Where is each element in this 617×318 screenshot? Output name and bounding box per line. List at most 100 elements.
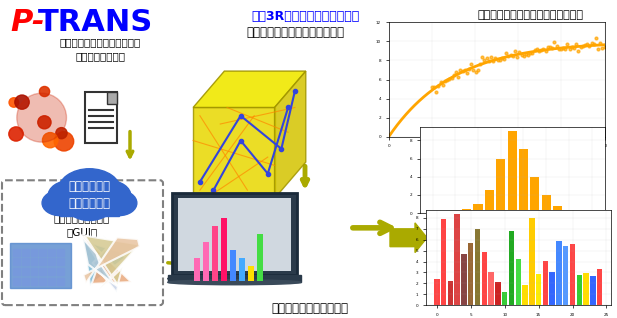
Point: [525, 50, 535, 55]
Point: [528, 50, 537, 55]
Bar: [31, 258, 38, 265]
Bar: [203, 242, 209, 281]
Point: [458, 69, 468, 74]
Bar: [434, 279, 439, 305]
Bar: [85, 92, 117, 143]
Point: [468, 68, 478, 73]
Bar: [468, 243, 473, 305]
FancyBboxPatch shape: [2, 180, 163, 305]
Point: [558, 46, 568, 51]
Bar: [48, 249, 55, 256]
Point: [484, 59, 494, 64]
Point: [543, 45, 553, 50]
Point: [455, 67, 465, 73]
Polygon shape: [193, 71, 306, 107]
Point: [595, 41, 605, 46]
Circle shape: [43, 133, 58, 148]
Polygon shape: [85, 236, 139, 289]
Bar: [57, 258, 64, 265]
Point: [499, 56, 509, 61]
Bar: [428, 212, 437, 213]
Text: 構造デザインツール: 構造デザインツール: [54, 213, 110, 223]
Bar: [563, 246, 568, 305]
Bar: [31, 249, 38, 256]
Bar: [39, 249, 46, 256]
Point: [569, 46, 579, 51]
Bar: [22, 268, 28, 275]
Bar: [570, 244, 575, 305]
Bar: [13, 278, 20, 285]
Bar: [529, 218, 534, 305]
Point: [438, 82, 448, 87]
Point: [431, 89, 441, 94]
Point: [519, 53, 529, 59]
Point: [434, 83, 444, 88]
Point: [560, 46, 570, 52]
Point: [545, 44, 555, 49]
Point: [563, 42, 573, 47]
Point: [449, 73, 458, 78]
Bar: [172, 193, 297, 275]
Point: [554, 46, 564, 51]
Bar: [57, 278, 64, 285]
Bar: [530, 177, 539, 213]
Bar: [509, 231, 514, 305]
Point: [460, 67, 470, 72]
Bar: [13, 249, 20, 256]
Circle shape: [54, 132, 73, 151]
Point: [488, 59, 498, 64]
Circle shape: [42, 190, 78, 216]
Bar: [550, 272, 555, 305]
Point: [576, 45, 586, 50]
Point: [591, 36, 601, 41]
Bar: [31, 268, 38, 275]
Bar: [22, 258, 28, 265]
Polygon shape: [93, 246, 118, 293]
Point: [506, 52, 516, 57]
Bar: [516, 259, 521, 305]
Bar: [439, 211, 449, 213]
Bar: [212, 226, 218, 281]
Bar: [57, 268, 64, 275]
Circle shape: [48, 181, 91, 211]
Bar: [508, 131, 516, 213]
Bar: [495, 282, 500, 305]
Point: [536, 48, 546, 53]
Text: P-: P-: [10, 8, 44, 37]
Text: フォノン・レイトレーシング法: フォノン・レイトレーシング法: [246, 26, 344, 39]
Bar: [57, 249, 64, 256]
Point: [492, 57, 502, 62]
Bar: [13, 268, 20, 275]
Circle shape: [65, 185, 114, 220]
Bar: [107, 92, 117, 104]
Point: [547, 46, 557, 51]
Ellipse shape: [168, 275, 301, 282]
Text: 熱の3Rのためのシミュレータ: 熱の3Rのためのシミュレータ: [251, 10, 359, 23]
Bar: [536, 274, 541, 305]
Point: [471, 69, 481, 74]
Bar: [543, 261, 548, 305]
Bar: [22, 278, 28, 285]
Bar: [230, 250, 236, 281]
Bar: [448, 280, 453, 305]
Bar: [475, 229, 480, 305]
Point: [473, 68, 482, 73]
Text: ソフトウェア: ソフトウェア: [68, 180, 110, 193]
Point: [589, 42, 598, 47]
Ellipse shape: [168, 280, 301, 285]
Point: [515, 50, 524, 55]
Bar: [584, 273, 589, 305]
Bar: [13, 258, 20, 265]
Circle shape: [58, 169, 121, 213]
Bar: [22, 249, 28, 256]
Point: [580, 43, 590, 48]
Point: [482, 55, 492, 60]
Point: [556, 46, 566, 52]
Bar: [502, 292, 507, 305]
Point: [600, 45, 610, 50]
Point: [462, 71, 472, 76]
Bar: [557, 241, 561, 305]
Point: [464, 66, 474, 71]
Point: [479, 57, 489, 62]
Text: TRANS: TRANS: [38, 8, 153, 37]
